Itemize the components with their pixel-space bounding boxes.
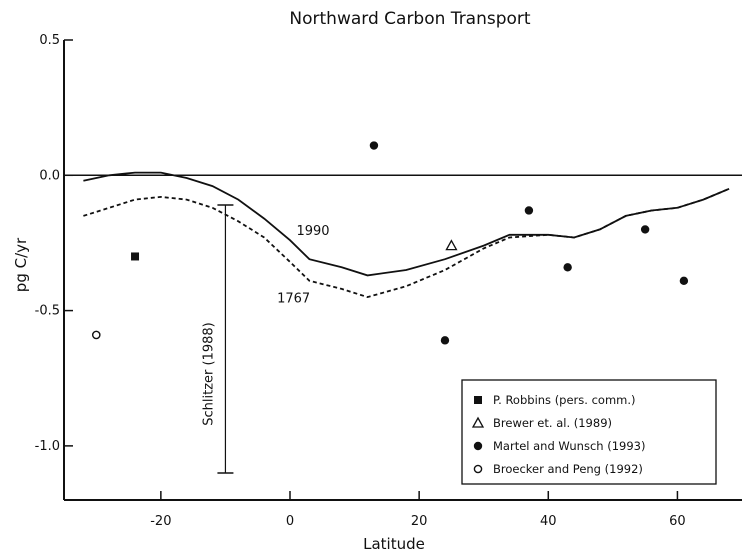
x-tick-label: 20: [411, 514, 428, 529]
legend-item-martel: Martel and Wunsch (1993): [493, 439, 645, 453]
data-point-circle: [524, 206, 534, 215]
annotation-1990: 1990: [296, 224, 329, 239]
data-point-circle: [440, 336, 450, 345]
data-point-open-circle: [91, 330, 101, 340]
y-tick-label: 0.5: [39, 33, 60, 48]
y-tick-label: -1.0: [35, 439, 60, 454]
x-tick-label: 60: [669, 514, 686, 529]
x-axis-label: Latitude: [363, 535, 425, 553]
x-tick-label: 0: [286, 514, 294, 529]
x-tick-label: 40: [540, 514, 557, 529]
legend-marker-open-circle: [473, 464, 483, 474]
data-point-circle: [563, 263, 572, 272]
y-axis-label: pg C/yr: [12, 237, 30, 292]
data-point-triangle: [445, 239, 458, 251]
data-point-circle: [369, 141, 379, 150]
legend-item-brewer: Brewer et. al. (1989): [493, 416, 612, 430]
data-point-square: [131, 252, 140, 261]
data-point-circle: [679, 276, 689, 286]
annotation-1767: 1767: [277, 291, 310, 306]
y-tick-label: -0.5: [35, 304, 60, 319]
legend-box: [461, 379, 717, 485]
legend-marker-circle: [473, 441, 483, 451]
data-point-circle: [640, 225, 650, 234]
legend-item-robbins: P. Robbins (pers. comm.): [493, 393, 636, 407]
series-line-1767: [83, 187, 730, 299]
x-tick-label: -20: [150, 514, 171, 529]
legend-marker-triangle: [471, 416, 485, 428]
legend-item-broecker: Broecker and Peng (1992): [493, 462, 643, 476]
plot-area: -20 0 20 40 60 0.5 0.0 -0.5 -1.0: [35, 33, 742, 529]
chart-title: Northward Carbon Transport: [289, 9, 531, 29]
legend: P. Robbins (pers. comm.) Brewer et. al. …: [461, 379, 717, 485]
legend-marker-square: [474, 396, 482, 404]
schlitzer-label: Schlitzer (1988): [201, 322, 216, 426]
series-line-1990: [83, 171, 730, 277]
y-tick-label: 0.0: [39, 168, 60, 183]
